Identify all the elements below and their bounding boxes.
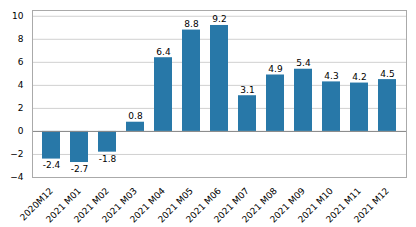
- svg-text:2021 M10: 2021 M10: [296, 185, 335, 225]
- svg-text:-2.4: -2.4: [43, 160, 61, 170]
- svg-text:4: 4: [18, 80, 24, 90]
- svg-text:0: 0: [18, 126, 24, 136]
- svg-text:2021 M06: 2021 M06: [184, 185, 223, 225]
- svg-text:2021 M12: 2021 M12: [352, 186, 391, 225]
- svg-text:-1.8: -1.8: [99, 154, 117, 164]
- svg-text:2021 M07: 2021 M07: [212, 185, 251, 225]
- svg-text:2021 M09: 2021 M09: [268, 185, 307, 225]
- svg-text:5.4: 5.4: [296, 58, 311, 68]
- svg-text:2021 M05: 2021 M05: [156, 185, 195, 225]
- svg-text:2020M12: 2020M12: [18, 185, 55, 223]
- svg-text:−4: −4: [10, 172, 24, 182]
- svg-text:2: 2: [18, 103, 24, 113]
- svg-text:2021 M02: 2021 M02: [72, 185, 111, 225]
- svg-text:4.9: 4.9: [268, 64, 283, 74]
- svg-text:6.4: 6.4: [156, 47, 171, 57]
- svg-text:4.3: 4.3: [324, 71, 338, 81]
- svg-text:3.1: 3.1: [240, 85, 254, 95]
- svg-text:4.2: 4.2: [352, 72, 366, 82]
- svg-text:10: 10: [12, 11, 24, 21]
- svg-text:8.8: 8.8: [184, 19, 199, 29]
- svg-text:2021 M04: 2021 M04: [128, 185, 167, 225]
- svg-text:−2: −2: [10, 149, 23, 159]
- svg-text:2021 M08: 2021 M08: [240, 185, 279, 225]
- svg-text:6: 6: [18, 57, 24, 67]
- svg-text:-2.7: -2.7: [71, 164, 89, 174]
- svg-text:2021 M03: 2021 M03: [100, 185, 139, 225]
- svg-text:4.5: 4.5: [380, 69, 394, 79]
- svg-text:9.2: 9.2: [212, 14, 226, 24]
- svg-text:0.8: 0.8: [128, 111, 143, 121]
- svg-text:8: 8: [18, 34, 24, 44]
- svg-text:2021 M01: 2021 M01: [44, 185, 83, 225]
- svg-text:2021 M11: 2021 M11: [324, 185, 363, 225]
